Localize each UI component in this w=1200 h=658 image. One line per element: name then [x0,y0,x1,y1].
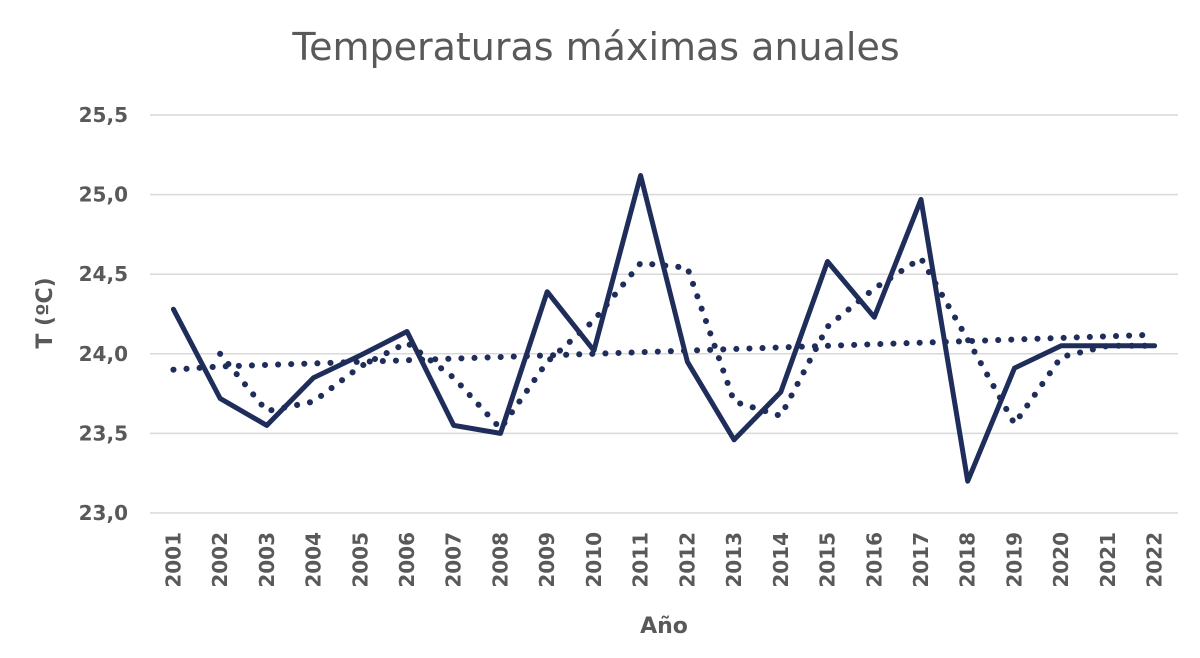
y-axis-ticks: 23,0 23,5 24,0 24,5 25,0 25,5 [79,103,128,525]
x-tick-label: 2014 [769,532,793,588]
x-tick-label: 2006 [395,532,419,588]
x-tick-label: 2007 [442,532,466,588]
y-tick-label: 24,0 [79,342,128,366]
x-tick-label: 2015 [816,532,840,588]
x-tick-label: 2018 [956,532,980,588]
x-tick-label: 2017 [909,532,933,588]
x-tick-label: 2002 [208,532,232,588]
x-tick-label: 2019 [1002,532,1026,588]
x-axis-ticks: 2001 2002 2003 2004 2005 2006 2007 2008 2009 2010… [161,532,1166,588]
x-tick-label: 2022 [1143,532,1167,588]
x-tick-label: 2016 [862,532,886,588]
y-tick-label: 24,5 [79,262,128,286]
y-tick-label: 25,0 [79,183,128,207]
x-tick-label: 2011 [629,532,653,588]
gridlines [150,114,1178,514]
chart-title: Temperaturas máximas anuales [291,25,899,69]
x-axis-label: Año [640,614,688,639]
y-tick-label: 23,0 [79,501,128,525]
series-line-dotted-1 [217,255,1158,432]
y-tick-label: 25,5 [79,103,128,127]
y-axis-label: T (ºC) [33,277,58,348]
x-tick-label: 2013 [722,532,746,588]
x-tick-label: 2020 [1049,532,1073,588]
x-tick-label: 2004 [302,532,326,588]
series-lines [170,173,1158,484]
x-tick-label: 2010 [582,532,606,588]
x-tick-label: 2008 [488,532,512,588]
x-tick-label: 2021 [1096,532,1120,588]
series-line-solid-0 [170,173,1158,484]
y-tick-label: 23,5 [79,421,128,445]
x-tick-label: 2012 [675,532,699,588]
x-tick-label: 2005 [348,532,372,588]
series-line-dotted-2 [170,331,1158,373]
x-tick-label: 2001 [161,532,185,588]
x-tick-label: 2009 [535,532,559,588]
x-tick-label: 2003 [255,532,279,588]
